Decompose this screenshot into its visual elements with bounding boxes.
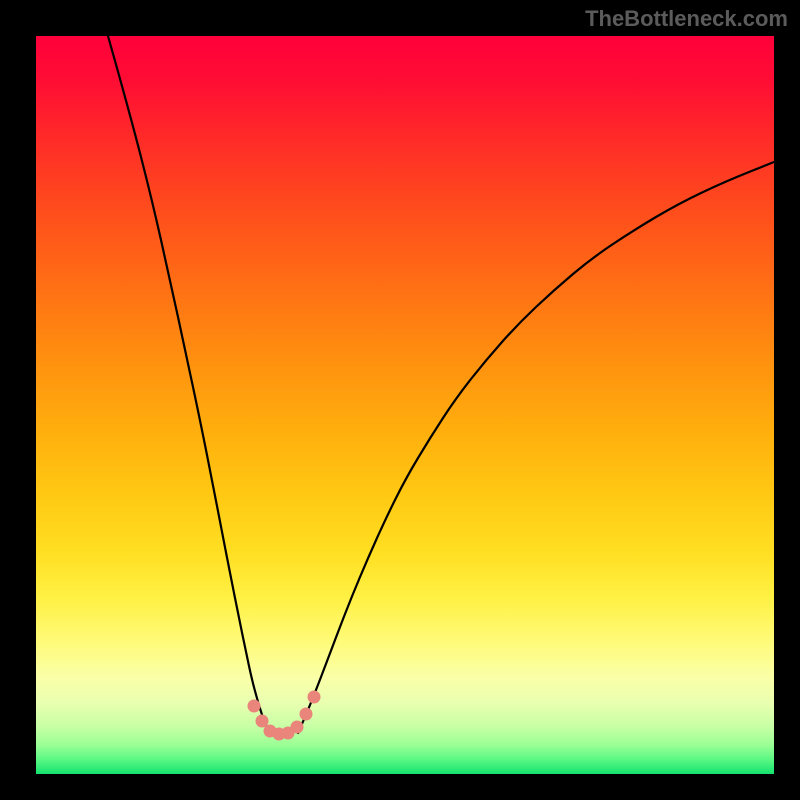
plot-gradient-background — [36, 36, 774, 774]
trough-marker-point — [308, 691, 321, 704]
watermark-text: TheBottleneck.com — [585, 6, 788, 32]
bottleneck-plot — [0, 0, 800, 800]
trough-marker-point — [291, 721, 304, 734]
trough-marker-point — [300, 708, 313, 721]
trough-marker-point — [248, 700, 261, 713]
